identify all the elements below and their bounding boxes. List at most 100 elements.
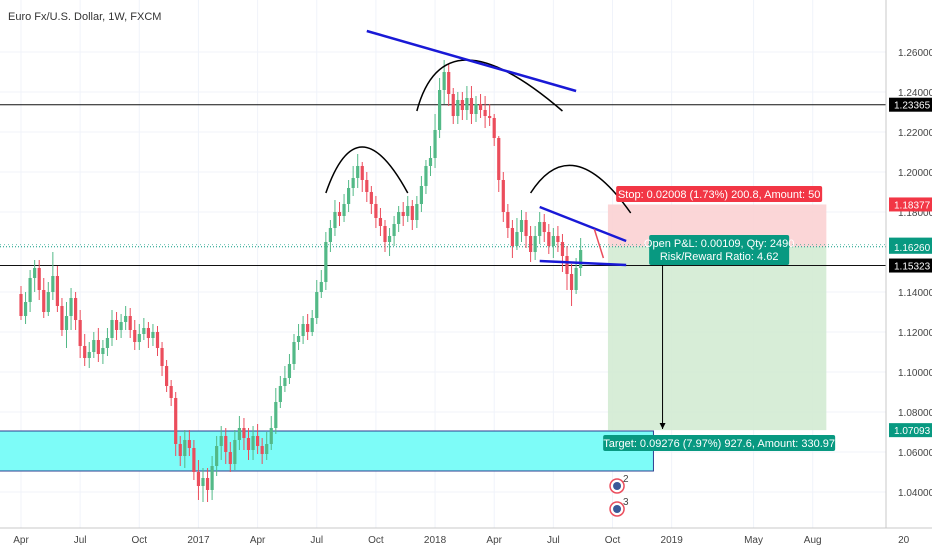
candle-body-62: [301, 324, 305, 336]
candle-body-115: [542, 222, 546, 232]
candle-body-44: [219, 436, 223, 446]
chart-title: Euro Fx/U.S. Dollar, 1W, FXCM: [8, 11, 161, 23]
time-tick-11: 2019: [661, 535, 684, 546]
candle-body-58: [283, 378, 287, 386]
pnl-box: Open P&L: 0.00109, Qty: 2490Risk/Reward …: [644, 235, 794, 265]
candle-body-19: [105, 338, 110, 348]
candle-body-100: [474, 104, 478, 114]
candle-body-52: [256, 436, 260, 446]
target-label-bg: [603, 435, 836, 451]
candle-body-106: [501, 180, 505, 212]
price-tag-bg-5: [889, 423, 932, 438]
price-tick-0: 1.26000: [898, 48, 932, 59]
candle-body-116: [547, 232, 551, 246]
candle-body-11: [69, 298, 73, 316]
candle-body-112: [529, 236, 533, 252]
candle-body-59: [287, 364, 292, 378]
time-axis[interactable]: Apr Jul Oct 2017 Apr Jul Oct 2018 Apr Jul Oct 2019 M…: [0, 527, 932, 550]
candle-body-22: [119, 322, 123, 330]
candle-body-113: [533, 236, 537, 252]
zones: [0, 204, 827, 472]
candle-body-27: [142, 328, 146, 334]
events: 23: [609, 474, 629, 517]
position-labels: Stop: 0.02008 (1.73%) 200.8, Amount: 50 T…: [603, 186, 836, 451]
price-tag-bg-0: [889, 97, 932, 112]
trendline-0: [366, 29, 577, 93]
candle-body-66: [319, 282, 323, 292]
candle-body-40: [201, 478, 205, 486]
time-axis-bg: [0, 528, 932, 550]
candle-body-63: [306, 324, 310, 332]
price-tick-4: 1.18000: [898, 208, 932, 219]
candle-body-32: [165, 366, 169, 386]
candle-body-47: [233, 440, 237, 464]
price-tick-6: 1.12000: [898, 328, 932, 339]
candle-body-61: [296, 336, 301, 342]
candle-body-57: [278, 386, 282, 402]
price-tag-bg-1: [889, 197, 932, 212]
event-count-0: 2: [623, 474, 629, 485]
candle-body-13: [78, 320, 82, 346]
candle-body-94: [447, 72, 451, 94]
event-flag-dot-0: [613, 482, 622, 490]
price-tag-bg-3: [889, 239, 932, 254]
time-tick-1: Jul: [74, 535, 87, 546]
candle-body-101: [478, 104, 483, 110]
candle-body-70: [337, 212, 342, 216]
price-tick-2: 1.22000: [898, 128, 932, 139]
time-tick-2: Oct: [132, 535, 148, 546]
projection-arrow-head: [659, 423, 666, 429]
candle-body-72: [347, 188, 351, 204]
candle-body-53: [260, 446, 264, 454]
time-tick-6: Oct: [368, 535, 384, 546]
time-tick-0: Apr: [13, 535, 29, 546]
time-tick-14: 20: [898, 535, 910, 546]
candle-body-119: [560, 242, 565, 256]
candle-body-41: [205, 478, 210, 490]
time-tick-9: Jul: [547, 535, 560, 546]
candle-body-37: [187, 440, 191, 448]
candle-body-67: [324, 242, 328, 282]
candle-body-20: [110, 320, 114, 338]
candle-body-26: [137, 334, 141, 342]
candle-body-38: [192, 448, 196, 472]
candle-body-80: [383, 226, 387, 242]
candle-body-23: [124, 316, 128, 322]
candle-body-96: [456, 100, 460, 116]
candle-body-9: [60, 306, 64, 330]
price-tick-10: 1.04000: [898, 488, 932, 499]
candle-body-50: [246, 438, 251, 450]
price-tag-1: 1.18377: [894, 200, 931, 211]
candle-body-60: [292, 342, 296, 364]
candle-body-33: [169, 386, 173, 398]
candle-body-10: [64, 316, 69, 330]
price-tag-0: 1.23365: [894, 101, 931, 112]
time-tick-7: 2018: [424, 535, 447, 546]
candle-body-79: [378, 218, 383, 226]
candle-body-64: [310, 318, 314, 332]
rr-label: Risk/Reward Ratio: 4.62: [660, 251, 779, 263]
candle-body-35: [178, 444, 182, 456]
event-flag-dot-1: [613, 505, 622, 513]
candle-body-7: [51, 276, 55, 292]
price-tag-3: 1.16260: [894, 243, 931, 254]
candle-body-89: [424, 166, 428, 186]
time-tick-3: 2017: [187, 535, 210, 546]
time-tick-5: Jul: [310, 535, 323, 546]
candle-body-69: [333, 212, 337, 228]
pnl-label: Open P&L: 0.00109, Qty: 2490: [644, 238, 794, 250]
candle-body-21: [114, 320, 119, 330]
target-zone: [607, 246, 827, 431]
candle-body-102: [483, 110, 487, 116]
price-tag-5: 1.07093: [894, 426, 931, 437]
target-label: Target: 0.09276 (7.97%) 927.6, Amount: 3…: [603, 435, 836, 451]
candle-body-122: [574, 268, 578, 290]
candle-body-76: [365, 180, 369, 192]
price-axis[interactable]: 1.26000 1.24000 1.22000 1.20000 1.18000 1.140…: [885, 0, 932, 550]
candle-body-74: [356, 166, 360, 178]
candle-body-91: [433, 130, 437, 158]
candle-body-83: [397, 212, 401, 224]
candle-body-93: [442, 72, 446, 90]
candle-body-97: [460, 100, 464, 110]
